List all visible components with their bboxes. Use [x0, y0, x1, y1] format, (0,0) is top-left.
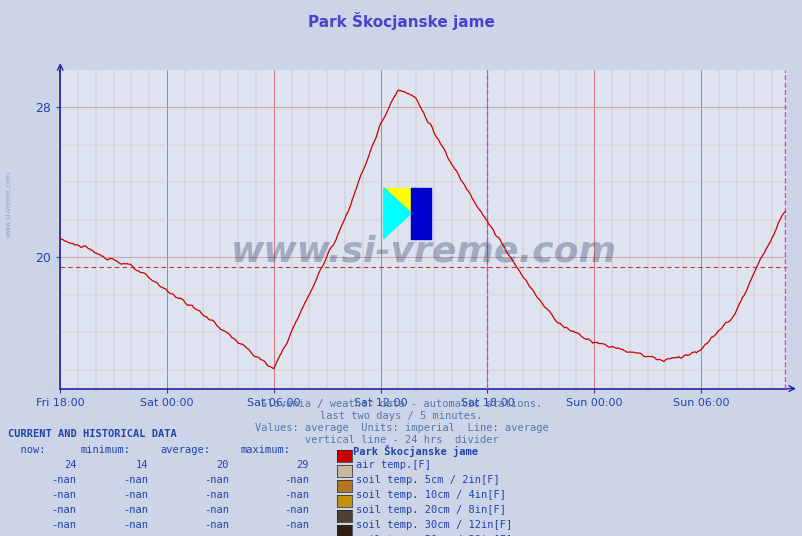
Text: average:: average:: [160, 445, 210, 455]
Text: Values: average  Units: imperial  Line: average: Values: average Units: imperial Line: av…: [254, 423, 548, 433]
Text: 24: 24: [63, 460, 76, 470]
Text: -nan: -nan: [284, 475, 309, 485]
Text: -nan: -nan: [204, 535, 229, 536]
Text: -nan: -nan: [51, 475, 76, 485]
Text: 29: 29: [296, 460, 309, 470]
Text: 14: 14: [136, 460, 148, 470]
Text: -nan: -nan: [124, 520, 148, 530]
Polygon shape: [383, 188, 411, 213]
Text: -nan: -nan: [284, 535, 309, 536]
Text: Slovenia / weather data - automatic stations.: Slovenia / weather data - automatic stat…: [261, 399, 541, 410]
Text: Park Škocjanske jame: Park Škocjanske jame: [353, 445, 478, 457]
Text: soil temp. 5cm / 2in[F]: soil temp. 5cm / 2in[F]: [355, 475, 499, 485]
Text: 20: 20: [216, 460, 229, 470]
Polygon shape: [383, 188, 411, 239]
Text: -nan: -nan: [204, 505, 229, 515]
Text: soil temp. 10cm / 4in[F]: soil temp. 10cm / 4in[F]: [355, 490, 505, 500]
Text: www.si-vreme.com: www.si-vreme.com: [230, 234, 616, 269]
Text: -nan: -nan: [204, 520, 229, 530]
Text: -nan: -nan: [284, 520, 309, 530]
Text: -nan: -nan: [204, 490, 229, 500]
Text: soil temp. 20cm / 8in[F]: soil temp. 20cm / 8in[F]: [355, 505, 505, 515]
Text: soil temp. 50cm / 20in[F]: soil temp. 50cm / 20in[F]: [355, 535, 512, 536]
Text: -nan: -nan: [284, 490, 309, 500]
Text: air temp.[F]: air temp.[F]: [355, 460, 430, 470]
Text: -nan: -nan: [124, 490, 148, 500]
Text: vertical line - 24 hrs  divider: vertical line - 24 hrs divider: [304, 435, 498, 445]
Text: -nan: -nan: [124, 475, 148, 485]
Text: maximum:: maximum:: [241, 445, 290, 455]
Text: Park Škocjanske jame: Park Škocjanske jame: [308, 12, 494, 31]
Text: -nan: -nan: [284, 505, 309, 515]
Text: -nan: -nan: [51, 520, 76, 530]
Text: -nan: -nan: [51, 505, 76, 515]
Text: minimum:: minimum:: [80, 445, 130, 455]
Text: -nan: -nan: [51, 490, 76, 500]
Polygon shape: [411, 188, 430, 239]
Text: CURRENT AND HISTORICAL DATA: CURRENT AND HISTORICAL DATA: [8, 429, 176, 439]
Text: soil temp. 30cm / 12in[F]: soil temp. 30cm / 12in[F]: [355, 520, 512, 530]
Text: last two days / 5 minutes.: last two days / 5 minutes.: [320, 411, 482, 421]
Text: -nan: -nan: [51, 535, 76, 536]
Text: -nan: -nan: [124, 535, 148, 536]
Text: -nan: -nan: [204, 475, 229, 485]
Text: -nan: -nan: [124, 505, 148, 515]
Text: now:: now:: [8, 445, 46, 455]
Text: www.si-vreme.com: www.si-vreme.com: [6, 170, 11, 237]
